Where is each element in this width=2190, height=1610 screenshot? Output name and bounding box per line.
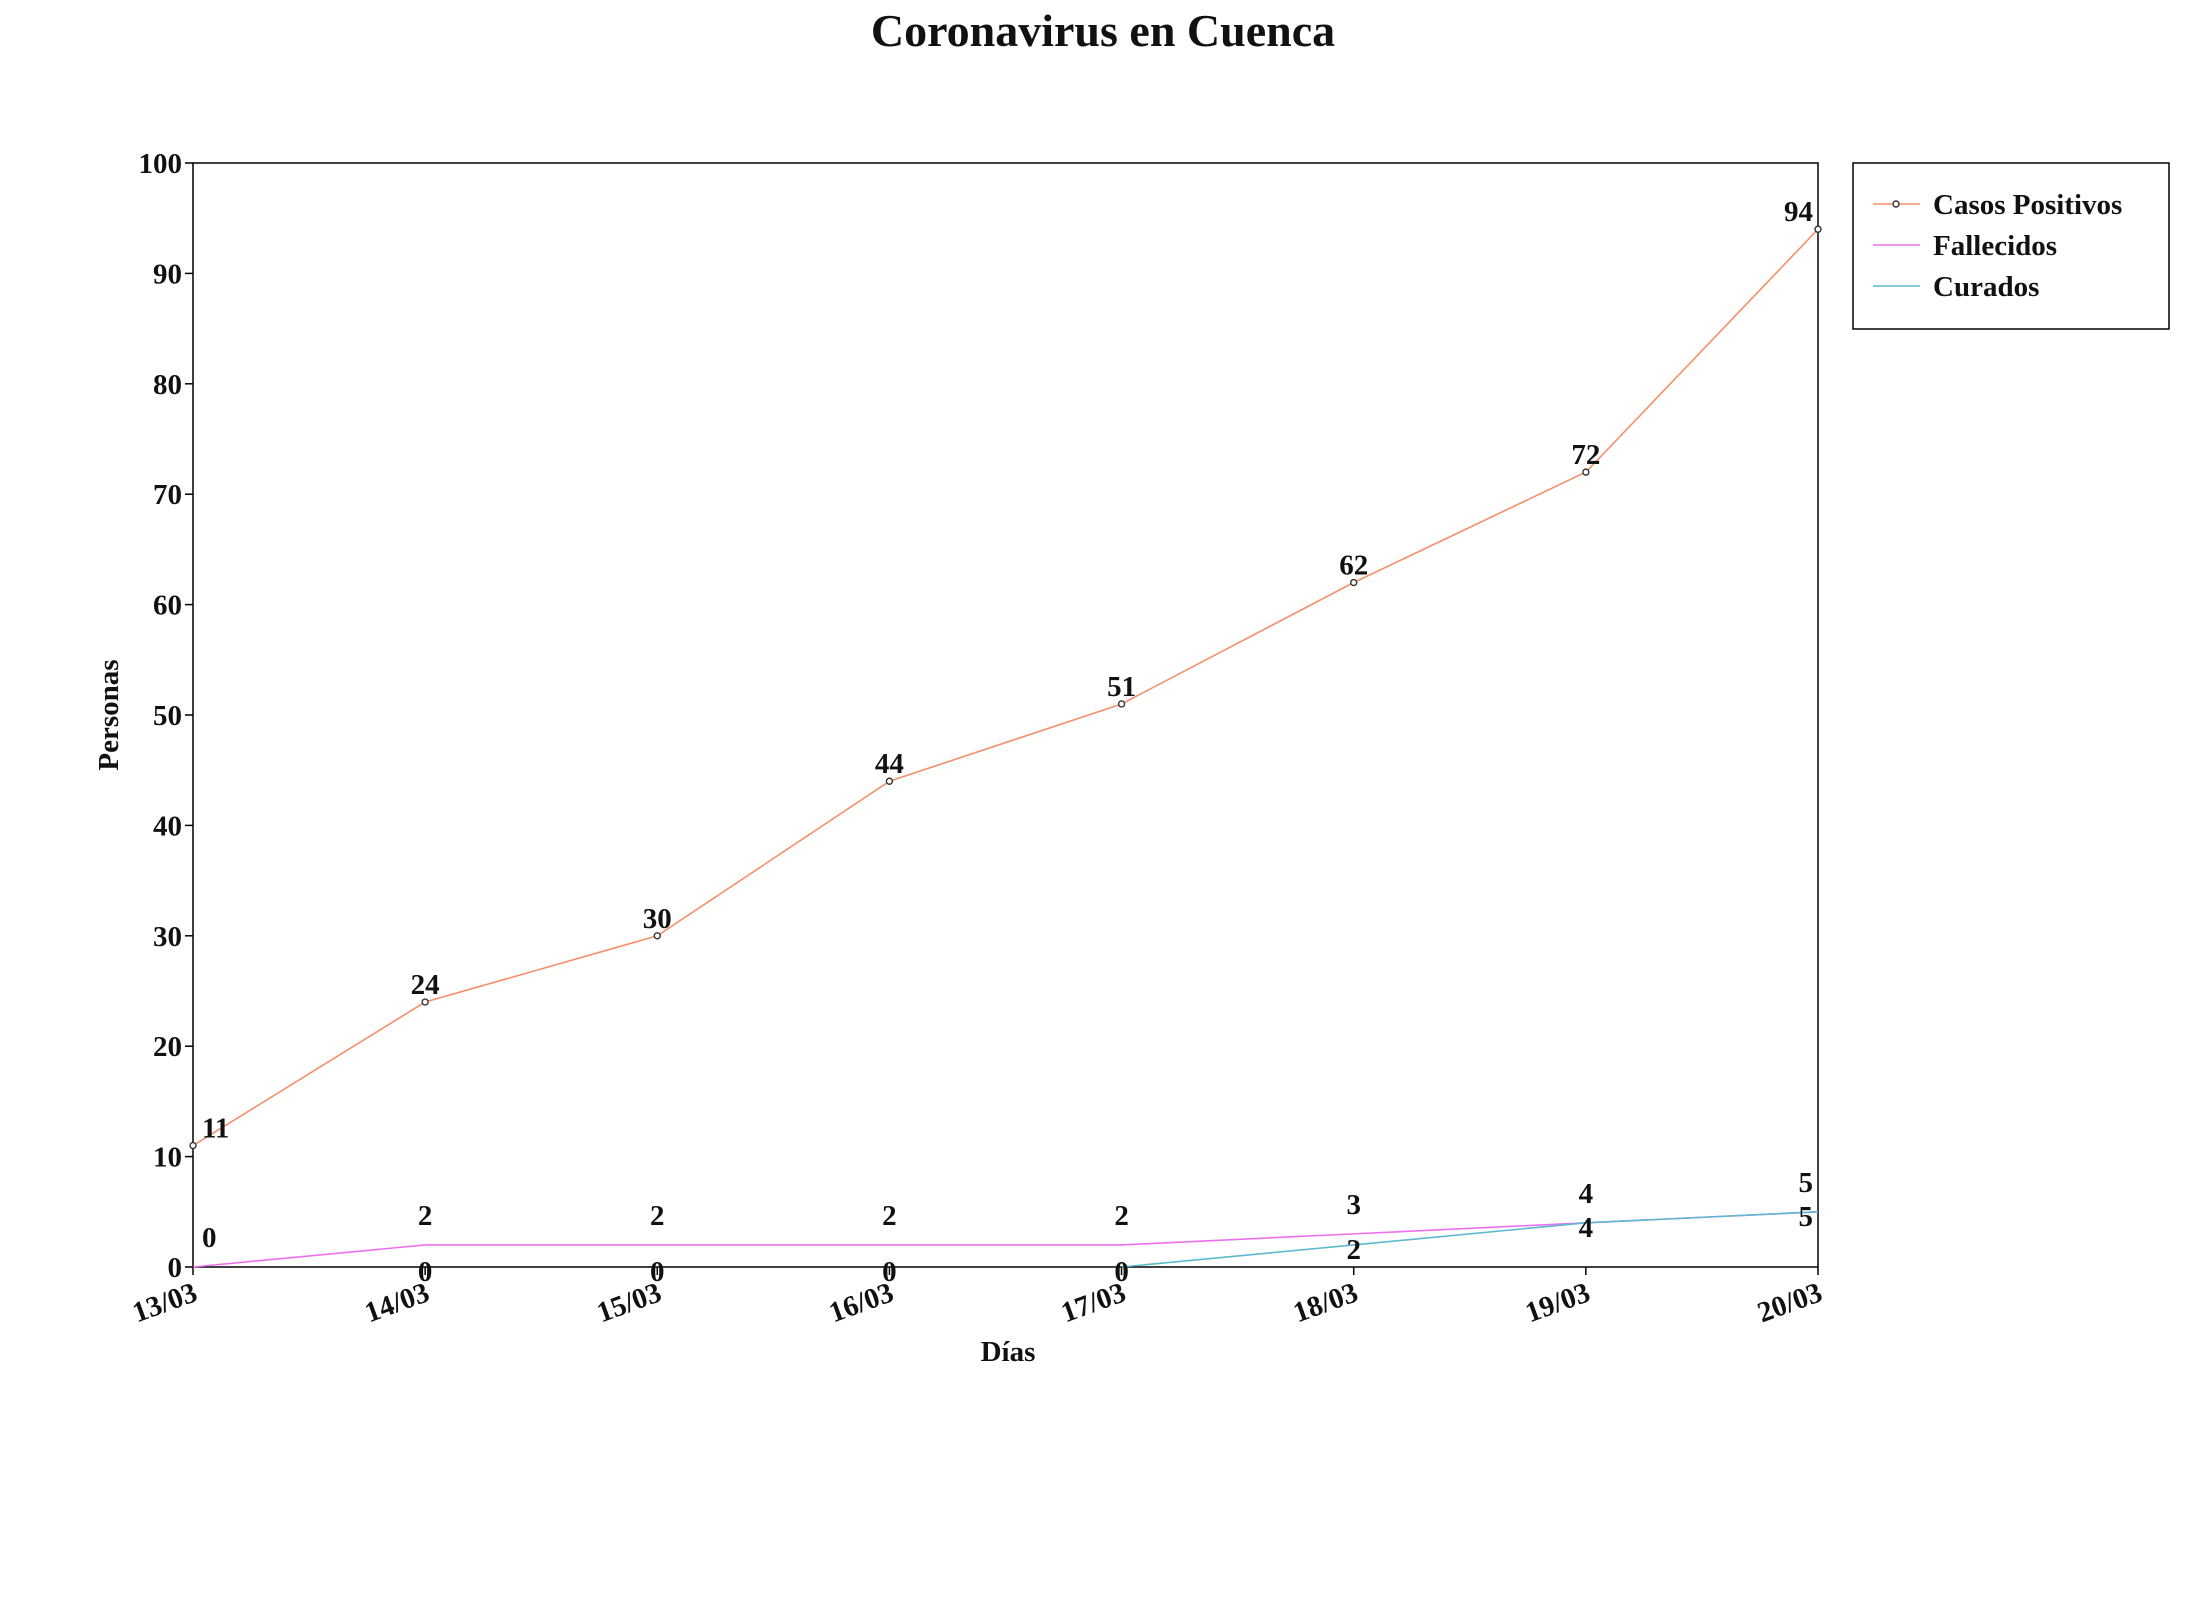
data-label: 62 bbox=[1339, 550, 1368, 582]
data-label: 0 bbox=[418, 1256, 433, 1288]
data-label: 94 bbox=[1784, 196, 1813, 228]
data-label: 5 bbox=[1799, 1201, 1814, 1233]
y-tick-label: 40 bbox=[153, 810, 182, 842]
legend-entry-label: Casos Positivos bbox=[1933, 189, 2122, 221]
x-axis-title: Días bbox=[981, 1336, 1036, 1368]
data-point-marker bbox=[1582, 468, 1590, 476]
x-tick-label: 20/03 bbox=[1753, 1277, 1826, 1330]
data-point-marker bbox=[1350, 578, 1358, 587]
y-tick-label: 0 bbox=[168, 1252, 183, 1284]
y-axis-title: Personas bbox=[93, 659, 125, 770]
data-point-marker bbox=[1117, 700, 1126, 708]
series-lines bbox=[189, 225, 1822, 1268]
data-label: 0 bbox=[882, 1256, 897, 1288]
data-label: 11 bbox=[202, 1113, 229, 1145]
legend-entry-label: Fallecidos bbox=[1933, 230, 2057, 262]
y-tick-label: 60 bbox=[153, 590, 182, 622]
data-label: 51 bbox=[1107, 671, 1136, 703]
legend-frame bbox=[1852, 162, 2170, 330]
series-line-0 bbox=[192, 228, 1819, 1147]
data-point-marker bbox=[653, 932, 661, 940]
series-line-1 bbox=[192, 1211, 1819, 1268]
data-point-marker bbox=[885, 777, 894, 785]
x-tick-label: 19/03 bbox=[1521, 1277, 1594, 1330]
y-axis: 0 10 20 30 40 50 60 70 80 90 100 bbox=[139, 148, 193, 1284]
series-line-2 bbox=[1121, 1211, 1819, 1268]
data-label: 2 bbox=[882, 1200, 897, 1232]
y-tick-label: 50 bbox=[153, 700, 182, 732]
x-tick-label: 18/03 bbox=[1289, 1277, 1362, 1330]
data-label: 24 bbox=[411, 969, 440, 1001]
x-axis: 13/03 14/03 15/03 16/03 17/03 18/03 19/03 20/03 bbox=[128, 1267, 1826, 1329]
data-point-marker bbox=[189, 1141, 197, 1150]
legend-entry-label: Curados bbox=[1933, 271, 2039, 303]
data-label: 4 bbox=[1579, 1212, 1594, 1244]
data-label: 44 bbox=[875, 748, 904, 780]
data-point-marker bbox=[421, 998, 429, 1006]
data-label: 2 bbox=[650, 1200, 665, 1232]
legend-marker bbox=[1892, 200, 1900, 208]
data-label: 2 bbox=[1114, 1200, 1129, 1232]
data-label: 3 bbox=[1346, 1189, 1361, 1221]
y-tick-label: 30 bbox=[153, 921, 182, 953]
y-tick-label: 100 bbox=[139, 148, 183, 180]
chart-title: Coronavirus en Cuenca bbox=[871, 5, 1335, 56]
y-tick-label: 80 bbox=[153, 369, 182, 401]
data-label: 4 bbox=[1579, 1178, 1594, 1210]
legend: Casos Positivos Fallecidos Curados bbox=[1852, 162, 2170, 330]
data-label: 5 bbox=[1799, 1167, 1814, 1199]
plot-area-frame bbox=[192, 162, 1819, 1268]
data-point-marker bbox=[1814, 225, 1822, 233]
y-tick-label: 10 bbox=[153, 1142, 182, 1174]
data-label: 2 bbox=[418, 1200, 433, 1232]
y-tick-label: 20 bbox=[153, 1031, 182, 1063]
data-label: 30 bbox=[643, 903, 672, 935]
x-tick-label: 13/03 bbox=[128, 1277, 201, 1330]
data-label: 0 bbox=[1114, 1256, 1129, 1288]
data-label: 0 bbox=[202, 1222, 217, 1254]
y-tick-label: 70 bbox=[153, 479, 182, 511]
y-tick-label: 90 bbox=[153, 258, 182, 290]
data-label: 2 bbox=[1346, 1234, 1361, 1266]
data-label: 72 bbox=[1571, 439, 1600, 471]
data-label: 0 bbox=[650, 1256, 665, 1288]
